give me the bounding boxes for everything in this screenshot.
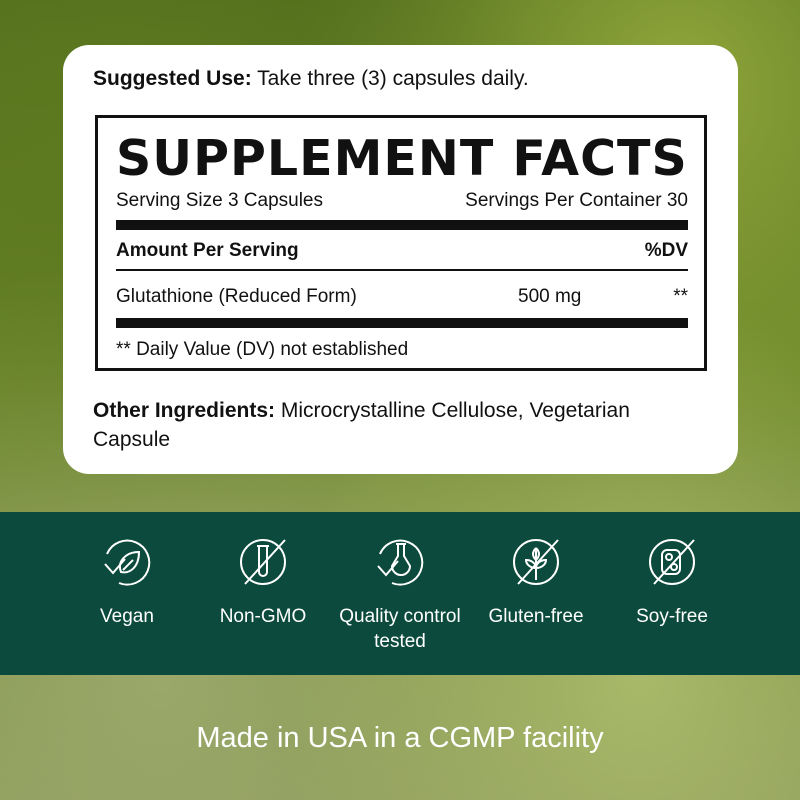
serving-row: Serving Size 3 Capsules Servings Per Cont… (116, 190, 688, 211)
ingredient-row: Glutathione (Reduced Form) 500 mg ** (116, 286, 688, 307)
test-tube-crossed-icon (240, 539, 286, 585)
made-in-usa-text: Made in USA in a CGMP facility (196, 722, 604, 754)
other-ingredients: Other Ingredients: Microcrystalline Cell… (93, 399, 630, 451)
flask-check-icon (377, 539, 424, 586)
badge-non-gmo: Non-GMO (188, 534, 338, 629)
badge-gluten-free: Gluten-free (461, 534, 611, 629)
suggested-use: Suggested Use: Take three (3) capsules d… (93, 67, 529, 90)
badge-soy-free: Soy-free (597, 534, 747, 629)
soy-crossed-icon (649, 539, 695, 585)
footnote: ** Daily Value (DV) not established (116, 339, 409, 360)
badge-quality: Quality control tested (325, 534, 475, 654)
leaf-check-icon (104, 539, 151, 586)
amount-header-row: Amount Per Serving %DV (116, 240, 688, 261)
supplement-card: Suggested Use: Take three (3) capsules d… (63, 45, 738, 474)
divider-thick (116, 220, 688, 230)
divider-thick (116, 318, 688, 328)
supplement-facts-panel: SUPPLEMENT FACTS Serving Size 3 Capsules… (95, 115, 707, 371)
wheat-crossed-icon (513, 539, 559, 585)
divider-thin (116, 269, 688, 271)
badge-band: Vegan Non-GMO Quality control tested Glu… (0, 512, 800, 675)
facts-title: SUPPLEMENT FACTS (116, 130, 688, 187)
badge-vegan: Vegan (52, 534, 202, 629)
